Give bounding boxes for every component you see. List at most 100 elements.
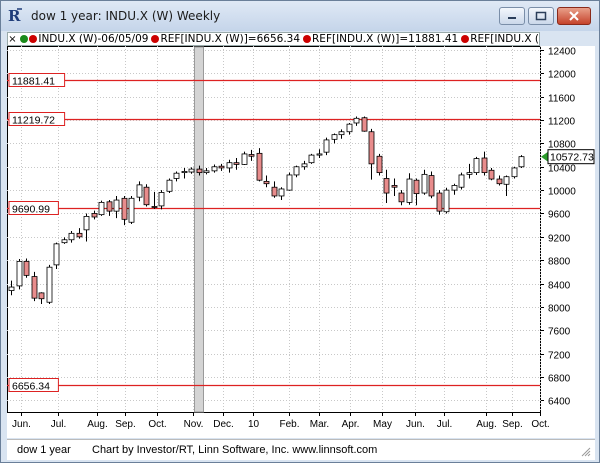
- legend-dot-icon: [151, 35, 160, 43]
- reference-label: 11219.72: [12, 115, 55, 127]
- candle-up: [16, 260, 23, 287]
- candle-down: [376, 155, 383, 174]
- maximize-icon: [535, 11, 547, 21]
- candle-up: [113, 199, 120, 212]
- x-tick-label: Jul.: [51, 419, 67, 430]
- x-tick-label: Jun.: [12, 419, 31, 430]
- candle-up: [518, 156, 525, 168]
- candle-down: [488, 169, 495, 180]
- candle-up: [466, 172, 473, 175]
- candle-up: [503, 176, 510, 185]
- candle-down: [413, 179, 420, 195]
- candle-up: [173, 172, 180, 179]
- candle-up: [226, 162, 233, 169]
- legend-item-label: REF[INDU.X (W)]=9: [470, 33, 540, 45]
- candle-up: [323, 139, 330, 153]
- reference-label: 9690.99: [12, 204, 50, 216]
- candle-up: [338, 131, 345, 136]
- legend-item-label: REF[INDU.X (W)]=11881.41: [312, 33, 459, 45]
- candle-down: [481, 157, 488, 174]
- candle-up: [53, 243, 60, 266]
- legend-item-label: REF[INDU.X (W)]=6656.34: [160, 33, 301, 45]
- x-tick-label: Oct.: [531, 419, 549, 430]
- candle-up: [346, 123, 353, 133]
- status-credit: Chart by Investor/RT, Linn Software, Inc…: [92, 444, 378, 456]
- app-logo-icon: R: [8, 7, 22, 23]
- candle-up: [136, 184, 143, 198]
- y-tick-label: 7600: [548, 327, 571, 338]
- y-tick-label: 11200: [548, 117, 576, 128]
- legend-close-icon[interactable]: ×: [8, 34, 17, 45]
- candle-down: [263, 180, 270, 185]
- candle-down: [23, 260, 30, 276]
- status-chart-name: dow 1 year: [17, 444, 71, 456]
- y-tick-label: 6800: [548, 374, 571, 385]
- candle-down: [91, 213, 98, 218]
- candle-down: [383, 178, 390, 194]
- x-tick-label: Feb.: [279, 419, 299, 430]
- x-tick-label: Jun.: [406, 419, 425, 430]
- candle-up: [443, 189, 450, 213]
- minimize-button[interactable]: [499, 7, 525, 25]
- y-tick-label: 7200: [548, 351, 571, 362]
- reference-label-box: [8, 112, 66, 126]
- x-tick-label: Oct.: [148, 419, 166, 430]
- candle-down: [256, 152, 263, 181]
- title-bar[interactable]: R dow 1 year: INDU.X (W) Weekly: [1, 1, 599, 31]
- price-chart[interactable]: 6400 6800 7200 7600 8000 8400 8800 9200 9600 1000…: [7, 46, 595, 438]
- legend-dot-icon: [461, 35, 470, 43]
- y-tick-label: 12400: [548, 47, 576, 58]
- last-price-arrow-icon: [541, 151, 548, 162]
- candle-up: [68, 232, 75, 241]
- close-button[interactable]: [557, 7, 591, 25]
- candle-down: [31, 276, 38, 299]
- candle-up: [458, 174, 465, 188]
- candle-down: [218, 165, 225, 169]
- legend-dot-icon: [29, 35, 38, 43]
- y-tick-label: 9200: [548, 234, 571, 245]
- legend-item[interactable]: REF[INDU.X (W)]=9: [461, 33, 540, 45]
- legend-dot-icon: [303, 35, 312, 43]
- resize-grip-icon[interactable]: [581, 447, 591, 457]
- x-tick-label: Apr.: [342, 419, 360, 430]
- candle-up: [316, 153, 323, 156]
- x-tick-label: Jul.: [437, 419, 453, 430]
- candle-up: [301, 163, 308, 168]
- legend-dot-icon: [20, 35, 29, 43]
- candle-down: [143, 186, 150, 206]
- y-tick-label: 8000: [548, 304, 571, 315]
- candle-down: [151, 206, 158, 208]
- legend-item[interactable]: REF[INDU.X (W)]=11881.41: [303, 33, 458, 45]
- x-tick-label: Sep.: [502, 419, 523, 430]
- maximize-button[interactable]: [528, 7, 554, 25]
- window-title: dow 1 year: INDU.X (W) Weekly: [31, 9, 221, 23]
- candle-up: [451, 185, 458, 191]
- candle-up: [158, 192, 165, 207]
- legend-item[interactable]: INDU.X (W)-06/05/09: [20, 33, 148, 45]
- candle-up: [421, 173, 428, 194]
- highlight-band: [194, 46, 204, 413]
- candle-up: [331, 134, 338, 140]
- reference-label: 6656.34: [12, 381, 50, 393]
- svg-text:R: R: [8, 7, 21, 23]
- indicator-legend: × INDU.X (W)-06/05/09 REF[INDU.X (W)]=665…: [7, 32, 540, 46]
- candle-up: [98, 201, 105, 216]
- candle-up: [473, 158, 480, 174]
- candle-up: [241, 153, 248, 165]
- candle-up: [46, 266, 53, 303]
- plot-frame: [7, 46, 541, 413]
- legend-item[interactable]: REF[INDU.X (W)]=6656.34: [151, 33, 300, 45]
- x-tick-label: Aug.: [476, 419, 497, 430]
- x-tick-label: Sep.: [115, 419, 136, 430]
- x-tick-label: May: [373, 419, 392, 430]
- reference-label-box: [8, 378, 59, 392]
- x-tick-label: 10: [248, 419, 260, 430]
- candle-down: [496, 178, 503, 185]
- legend-item-label: INDU.X (W)-06/05/09: [38, 33, 149, 45]
- candle-down: [76, 232, 83, 238]
- y-tick-label: 12000: [548, 70, 576, 81]
- candle-up: [286, 174, 293, 191]
- candle-up: [61, 239, 68, 244]
- status-bar: dow 1 year Chart by Investor/RT, Linn So…: [7, 439, 595, 460]
